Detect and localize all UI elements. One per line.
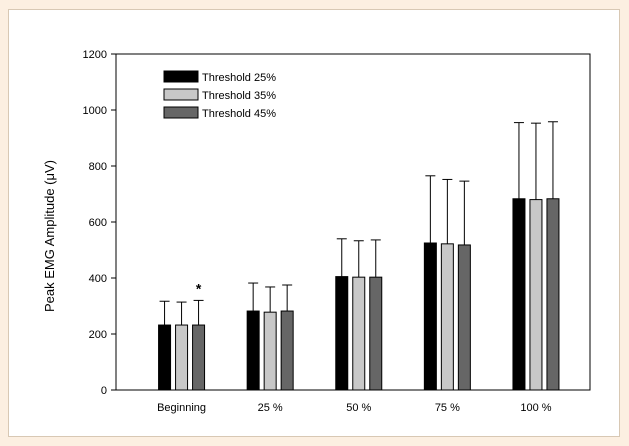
figure-panel: Beginning 25 % 50 % 75 % 100 % * 0 200 400 600 80… xyxy=(8,9,620,437)
y-tick-label: 600 xyxy=(89,217,107,229)
bar xyxy=(175,324,189,391)
bar xyxy=(546,198,560,391)
bar xyxy=(457,244,471,391)
bar xyxy=(263,311,277,391)
bar xyxy=(335,276,349,391)
bar-chart: Beginning 25 % 50 % 75 % 100 % * 0 200 400 600 80… xyxy=(42,49,591,414)
x-tick-label: 75 % xyxy=(435,402,460,414)
legend-swatch xyxy=(163,106,199,119)
legend-label: Threshold 25% xyxy=(202,72,276,84)
bar xyxy=(192,324,206,391)
bar xyxy=(369,276,383,391)
bar xyxy=(512,198,526,391)
legend-label: Threshold 45% xyxy=(202,108,276,120)
y-axis-label: Peak EMG Amplitude (μV) xyxy=(42,160,57,312)
x-tick-label: 50 % xyxy=(346,402,371,414)
significance-marker: * xyxy=(196,280,202,296)
legend-swatch xyxy=(163,70,199,83)
y-tick-label: 1000 xyxy=(83,105,107,117)
bar xyxy=(423,242,437,391)
y-tick-label: 200 xyxy=(89,329,107,341)
bar xyxy=(529,199,543,391)
y-tick-label: 400 xyxy=(89,273,107,285)
bar xyxy=(158,324,172,391)
y-tick-label: 0 xyxy=(101,385,107,397)
bar xyxy=(352,276,366,391)
bar xyxy=(280,310,294,391)
x-tick-label: 100 % xyxy=(520,402,551,414)
y-tick-label: 1200 xyxy=(83,49,107,61)
x-tick-label: Beginning xyxy=(157,402,206,414)
legend-label: Threshold 35% xyxy=(202,90,276,102)
bar xyxy=(440,243,454,391)
legend-swatch xyxy=(163,88,199,101)
x-tick-label: 25 % xyxy=(258,402,283,414)
y-tick-label: 800 xyxy=(89,161,107,173)
bar xyxy=(246,310,260,391)
